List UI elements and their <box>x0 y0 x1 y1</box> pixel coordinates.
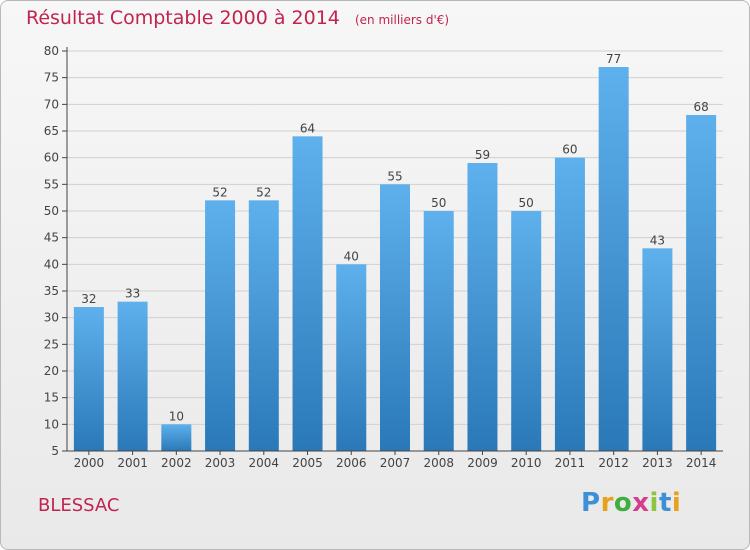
logo-letter: P <box>581 488 601 518</box>
x-tick-label: 2000 <box>74 456 105 470</box>
bar <box>511 211 542 451</box>
chart-title: Résultat Comptable 2000 à 2014 (en milli… <box>26 7 449 29</box>
commune-name: BLESSAC <box>38 495 120 516</box>
data-label: 59 <box>475 148 490 162</box>
bar <box>248 200 279 451</box>
data-label: 32 <box>81 292 96 306</box>
y-tick-label: 45 <box>44 231 59 245</box>
bar <box>467 163 498 451</box>
x-tick-label: 2012 <box>598 456 629 470</box>
x-tick-label: 2011 <box>555 456 586 470</box>
bars: 32 33 10 52 52 64 40 55 50 59 50 60 77 43 68 <box>73 52 717 452</box>
bar <box>423 211 454 451</box>
logo-letter: t <box>658 488 672 518</box>
x-tick-label: 2014 <box>686 456 717 470</box>
x-tick-label: 2013 <box>642 456 673 470</box>
y-tick-label: 75 <box>44 71 59 85</box>
bar <box>380 184 410 452</box>
logo-letter: i <box>649 488 659 518</box>
y-tick-label: 20 <box>44 364 59 378</box>
bar <box>73 307 104 451</box>
data-label: 55 <box>387 169 402 183</box>
x-tick-label: 2001 <box>117 456 148 470</box>
data-label: 50 <box>431 196 446 210</box>
x-tick-label: 2005 <box>292 456 323 470</box>
bar <box>686 115 717 451</box>
data-label: 52 <box>256 185 271 199</box>
bar <box>336 264 367 451</box>
logo-letter: o <box>613 488 633 518</box>
y-tick-label: 55 <box>44 177 59 191</box>
x-tick-label: 2007 <box>380 456 411 470</box>
logo-letter: r <box>600 488 614 518</box>
y-tick-label: 60 <box>44 151 59 165</box>
bar <box>161 424 192 451</box>
data-label: 10 <box>169 409 184 423</box>
y-tick-label: 5 <box>51 444 59 458</box>
bar <box>205 200 236 451</box>
y-tick-label: 50 <box>44 204 59 218</box>
bar <box>554 157 585 451</box>
bar-chart: 32 33 10 52 52 64 40 55 50 59 50 60 77 43 68 5 10 15 20 25… <box>44 44 723 470</box>
brand-logo: Proxiti <box>581 488 681 518</box>
y-tick-label: 65 <box>44 124 59 138</box>
data-label: 52 <box>212 185 227 199</box>
x-tick-label: 2004 <box>249 456 280 470</box>
x-tick-label: 2008 <box>423 456 454 470</box>
y-tick-label: 80 <box>44 44 59 58</box>
bar <box>292 136 323 452</box>
data-label: 64 <box>300 121 315 135</box>
data-label: 50 <box>519 196 534 210</box>
data-label: 40 <box>344 249 359 263</box>
bar <box>598 67 629 451</box>
title-text: Résultat Comptable 2000 à 2014 <box>26 7 340 29</box>
x-tick-label: 2006 <box>336 456 367 470</box>
y-tick-label: 70 <box>44 97 59 111</box>
y-tick-label: 35 <box>44 284 59 298</box>
bar <box>117 301 148 451</box>
y-tick-label: 30 <box>44 311 59 325</box>
x-tick-label: 2009 <box>467 456 498 470</box>
y-tick-label: 15 <box>44 391 59 405</box>
y-tick-label: 40 <box>44 257 59 271</box>
logo-letter: x <box>632 488 650 518</box>
y-tick-label: 25 <box>44 337 59 351</box>
x-tick-label: 2010 <box>511 456 542 470</box>
x-tick-label: 2002 <box>161 456 192 470</box>
axes: 5 10 15 20 25 30 35 40 45 50 55 60 65 70 75 80 2000 2001 2… <box>44 44 723 470</box>
bar <box>642 248 673 451</box>
data-label: 68 <box>693 100 708 114</box>
data-label: 33 <box>125 287 140 301</box>
unit-note: (en milliers d'€) <box>354 13 450 27</box>
logo-letter: i <box>671 488 682 518</box>
x-tick-label: 2003 <box>205 456 236 470</box>
data-label: 43 <box>650 233 665 247</box>
y-tick-label: 10 <box>44 417 59 431</box>
data-label: 60 <box>562 143 577 157</box>
data-label: 77 <box>606 52 621 66</box>
